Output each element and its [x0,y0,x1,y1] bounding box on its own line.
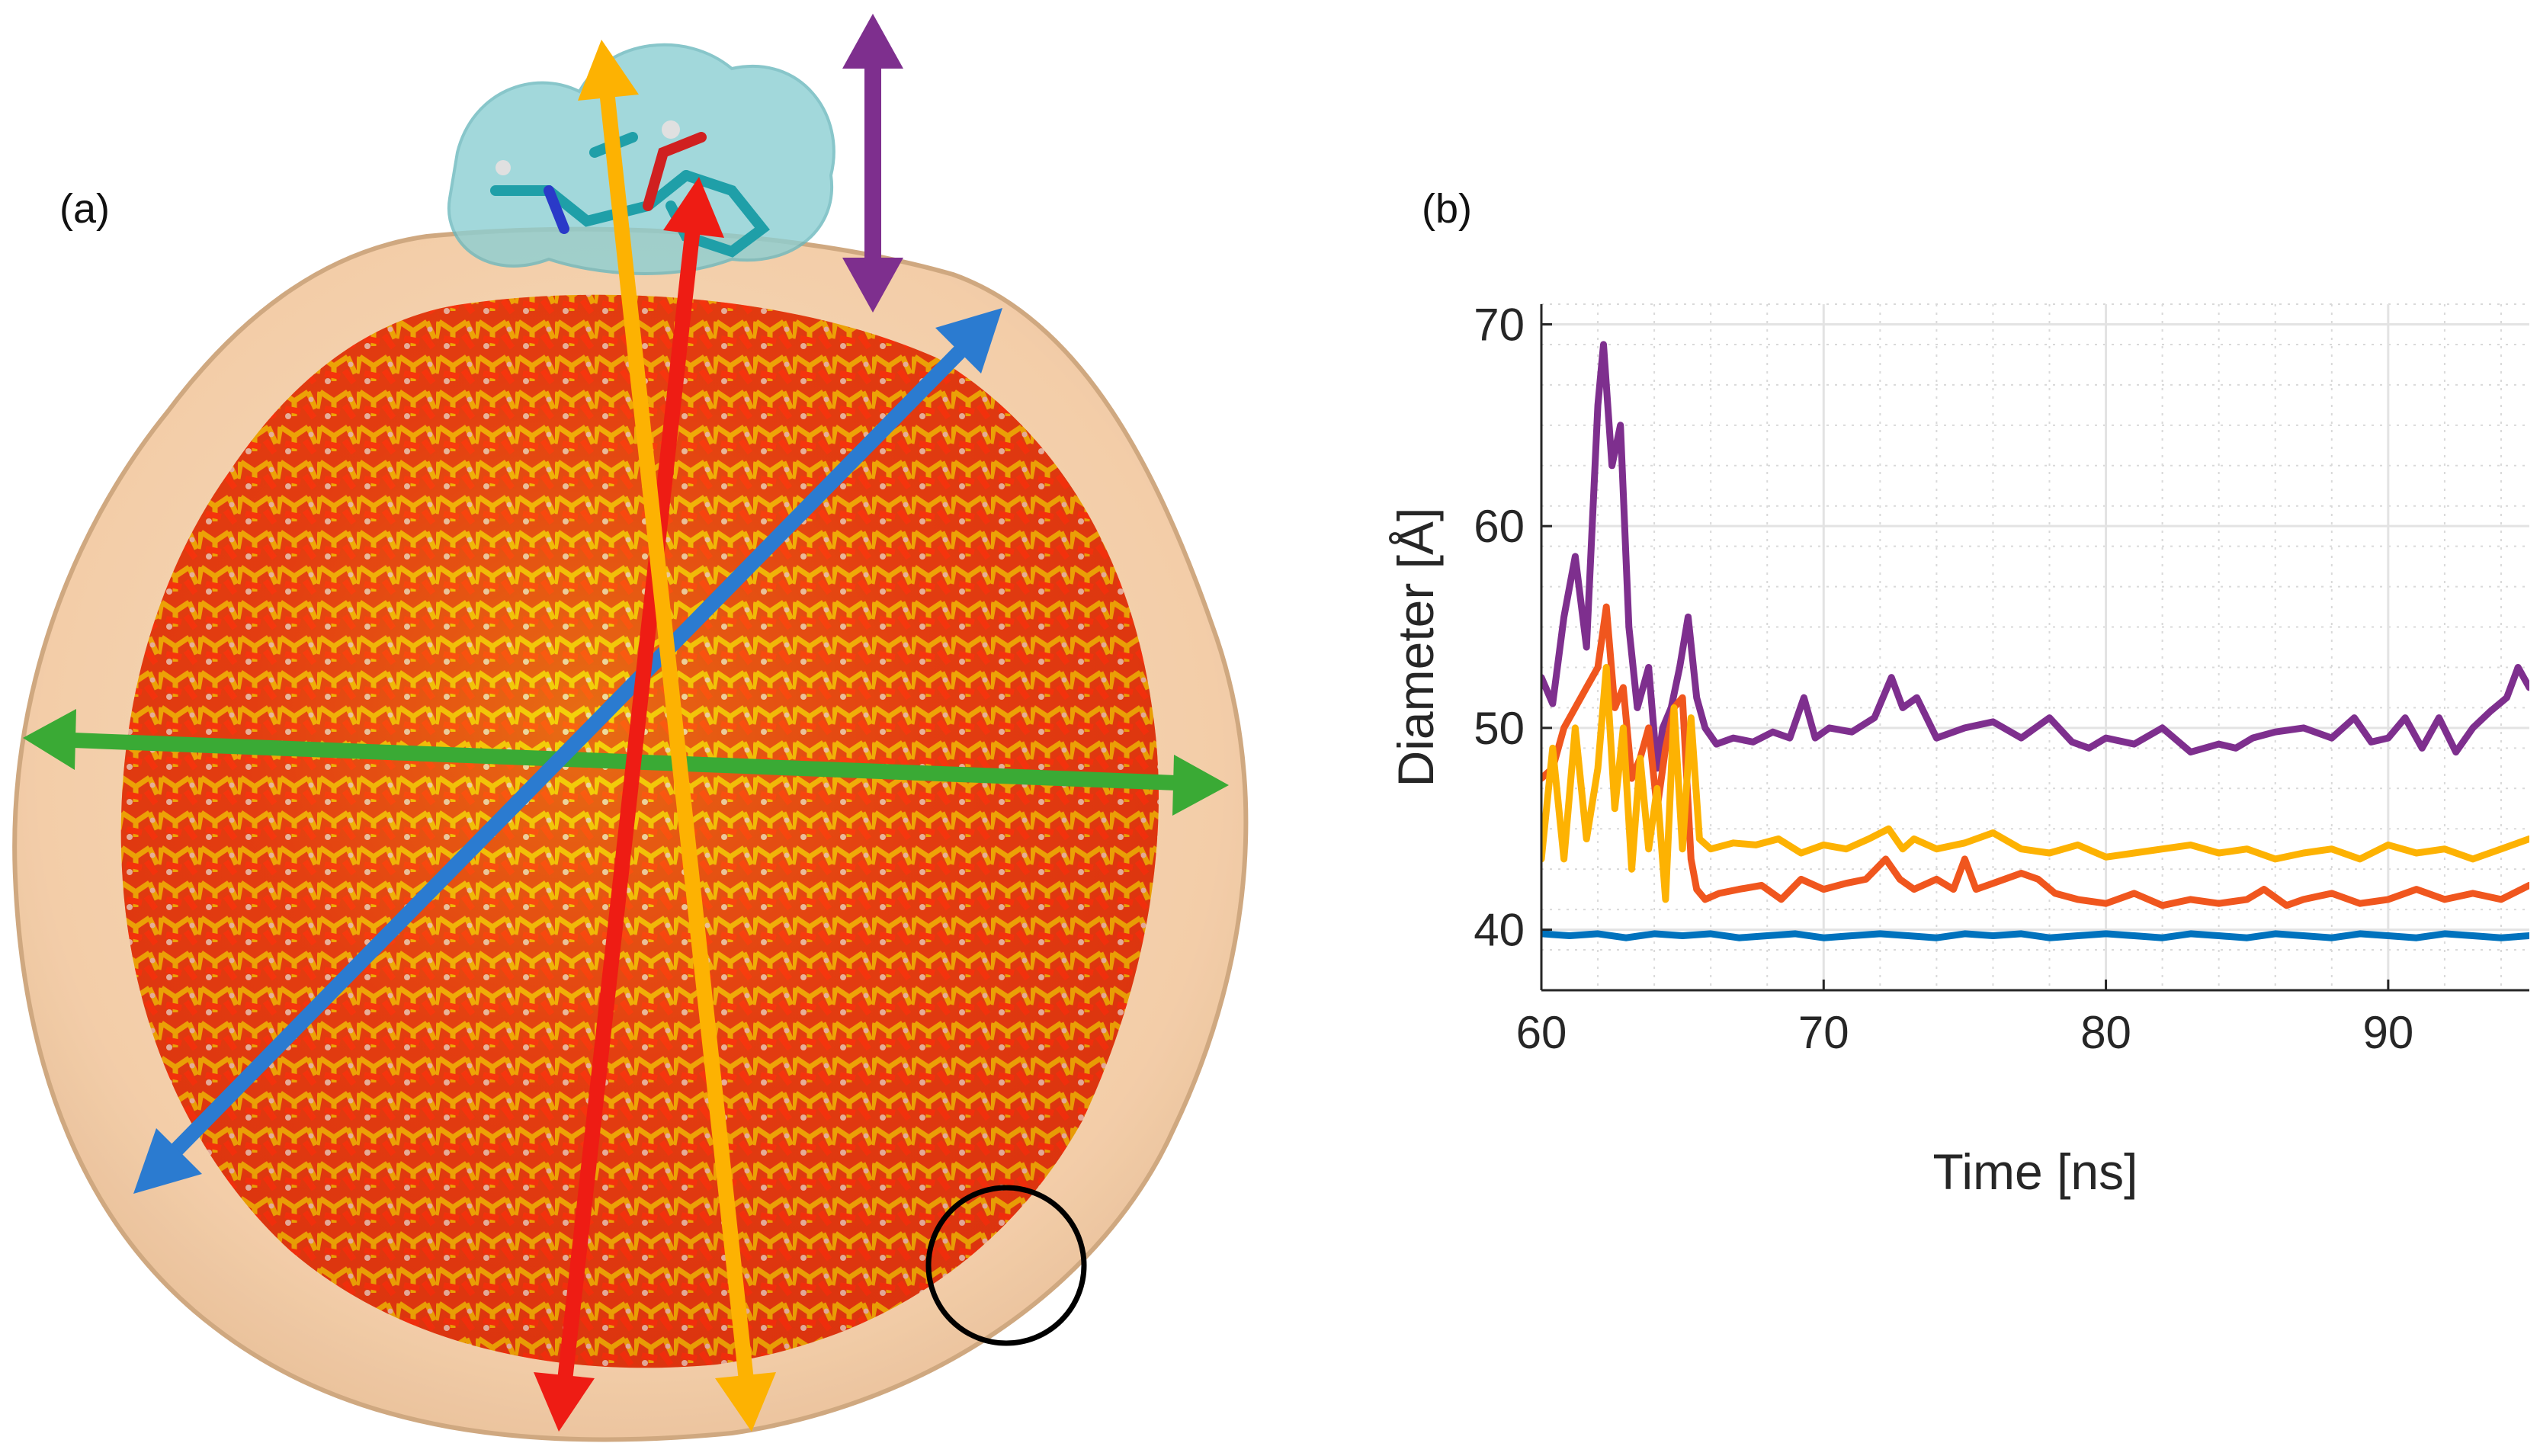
x-tick-label: 70 [1798,1007,1849,1058]
series-layer [1541,341,2529,941]
axes [1540,304,2529,992]
panel-a: (a) [12,14,1249,1442]
defect-circle [925,1185,1087,1346]
y-axis-title: Diameter [Å] [1387,508,1444,787]
y-tick-label: 70 [1474,299,1525,350]
panel-b-label: (b) [1422,186,1472,232]
x-axis-title: Time [ns] [1933,1143,2138,1200]
y-tick-label: 50 [1474,703,1525,754]
series-line-yellow [1541,664,2529,903]
panel-b: (b) 60 70 80 90 40 50 60 70 Time [ns] Diameter… [1387,186,2529,1200]
y-tick-label: 40 [1474,905,1525,956]
x-tick-label: 60 [1516,1007,1567,1058]
y-tick-label: 60 [1474,501,1525,552]
yellow-arrow [578,40,776,1432]
diameter-arrows [23,14,1229,1432]
y-ticks: 40 50 60 70 [1474,299,1552,956]
x-tick-label: 90 [2362,1007,2413,1058]
blue-arrow [133,308,1002,1194]
red-arrow [534,177,724,1432]
molecule-surface [447,43,835,275]
green-arrow [23,709,1229,816]
panel-a-label: (a) [59,186,110,232]
series-line-blue [1541,930,2529,941]
series-line-orange [1541,603,2529,909]
x-tick-label: 80 [2080,1007,2131,1058]
x-ticks: 60 70 80 90 [1516,980,2413,1058]
series-line-purple [1541,341,2529,772]
purple-arrow [842,14,903,313]
